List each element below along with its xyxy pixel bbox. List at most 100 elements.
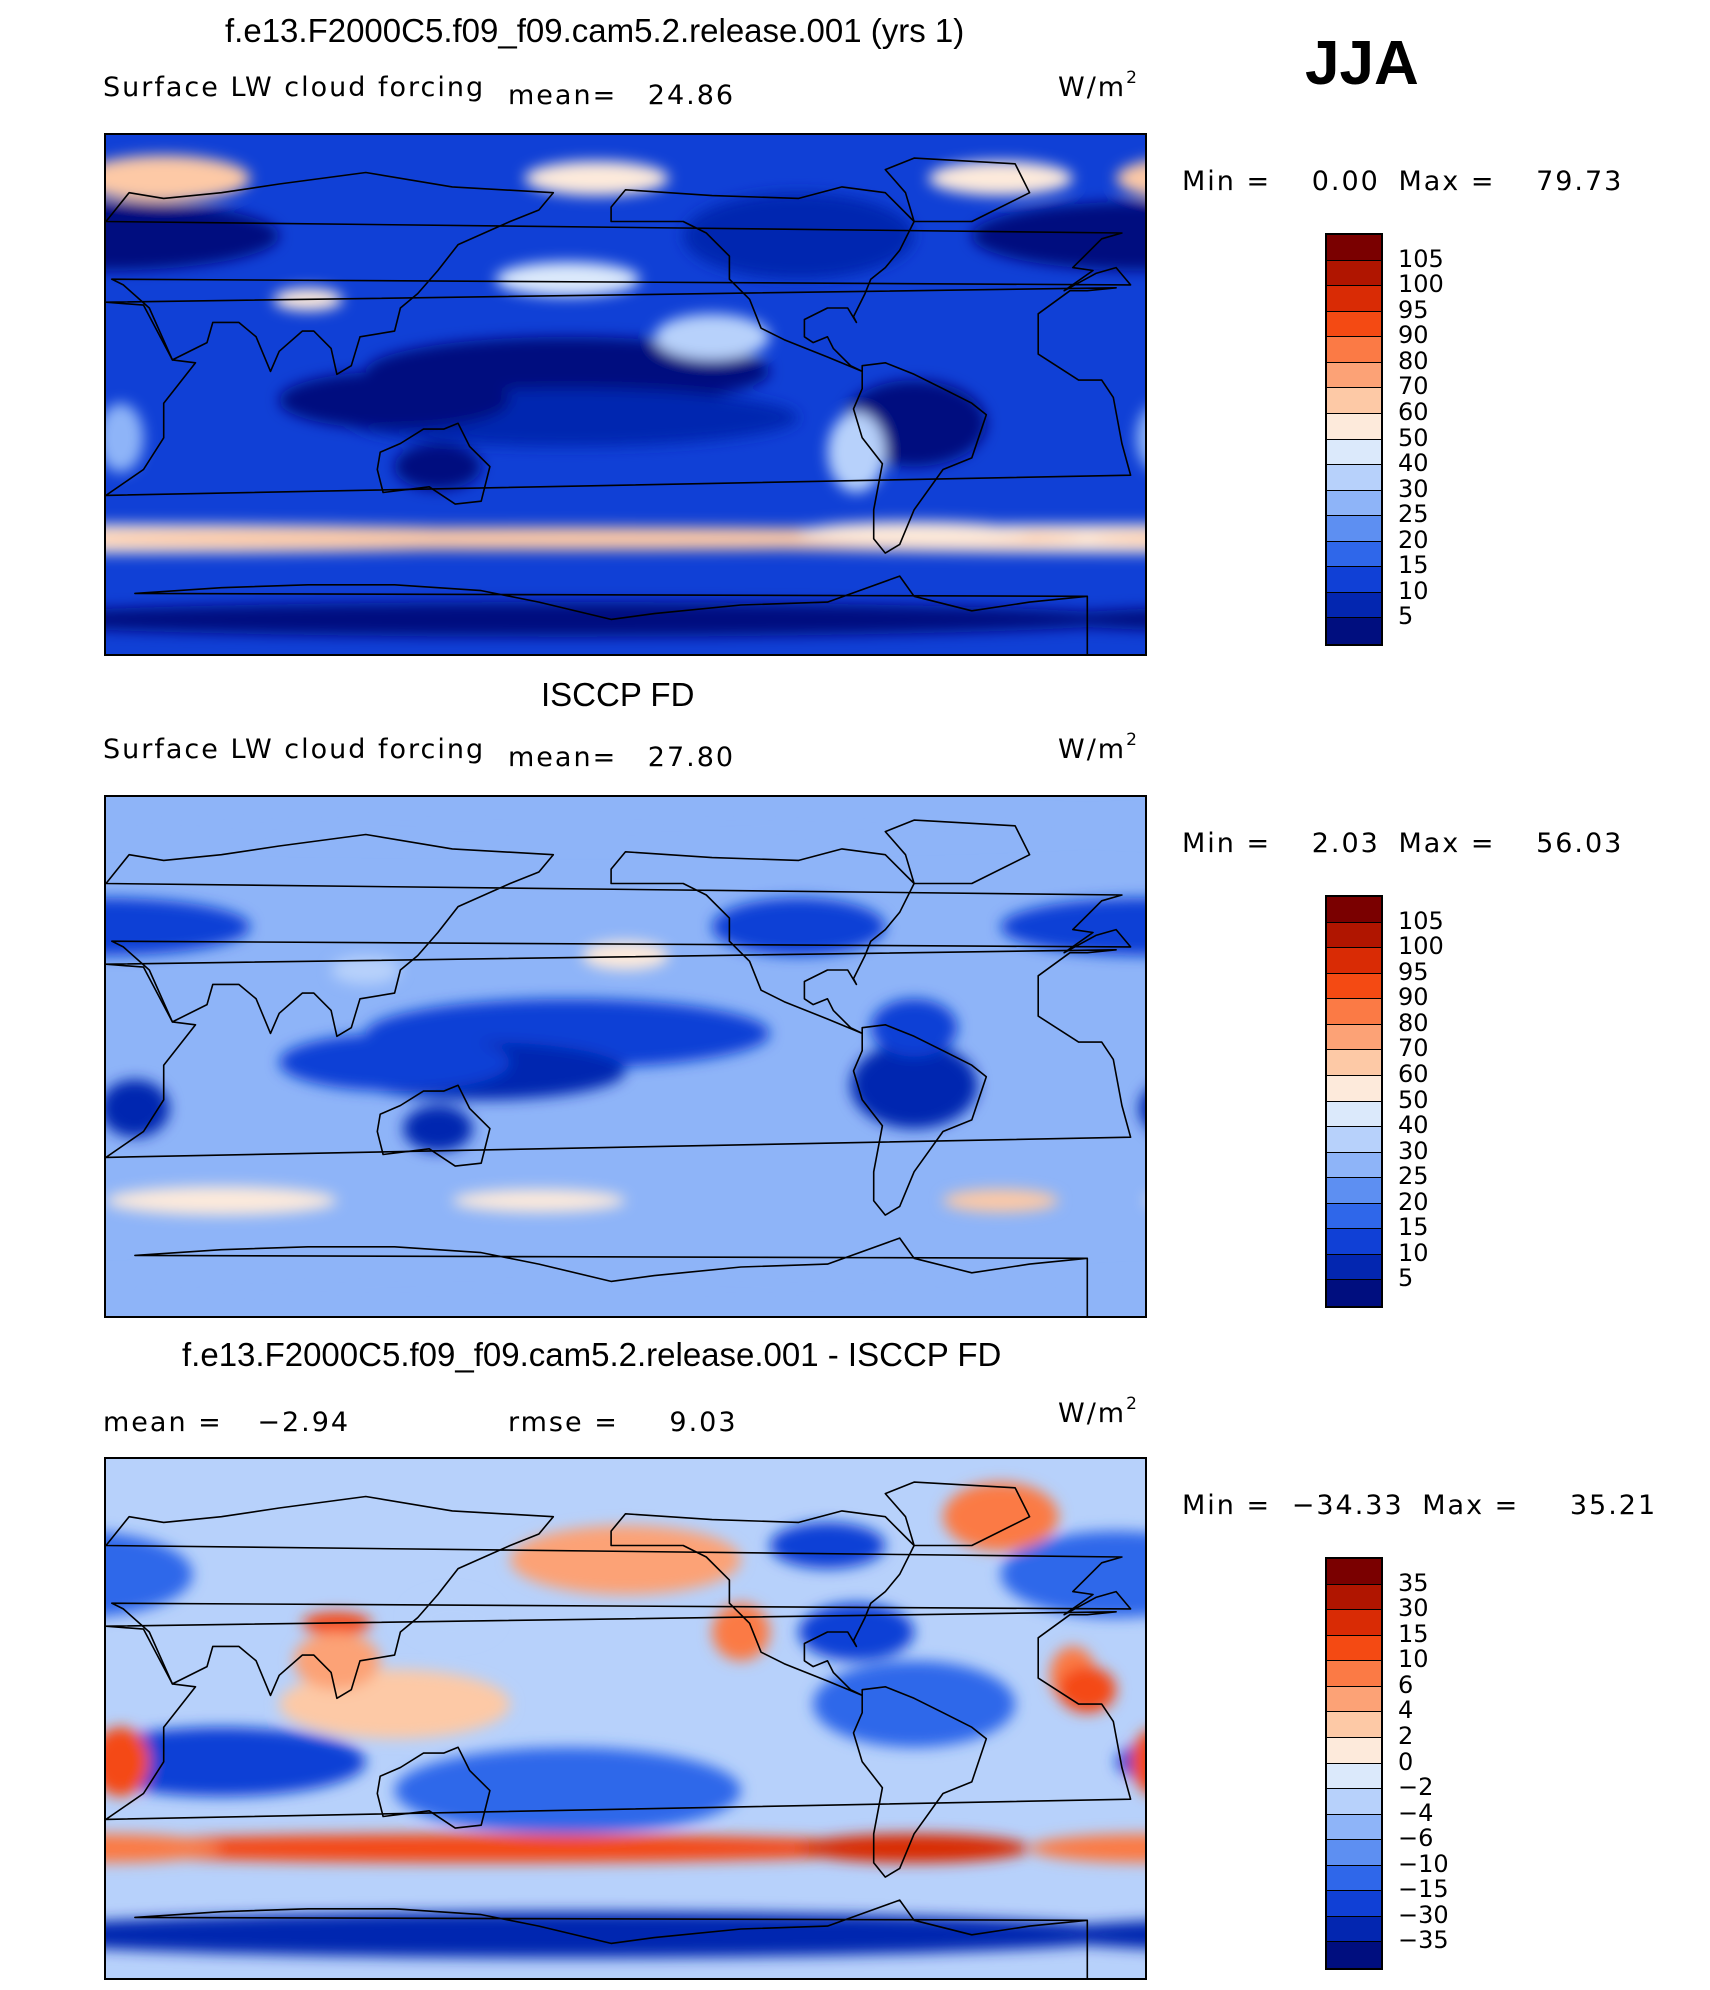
colorbar-swatch — [1327, 1610, 1381, 1636]
colorbar-tick-label: 35 — [1398, 1568, 1429, 1597]
colorbar-swatch — [1327, 1916, 1381, 1943]
field-contours — [106, 155, 1145, 637]
field-region — [769, 1522, 886, 1569]
panel1-variable: Surface LW cloud forcing — [103, 72, 486, 103]
panel3-map — [104, 1457, 1147, 1980]
coastline — [610, 848, 915, 1035]
colorbar-tick-label: 4 — [1398, 1696, 1414, 1725]
field-region — [510, 1525, 741, 1595]
coastline — [376, 1084, 491, 1167]
colorbar-tick-label: 40 — [1398, 449, 1429, 478]
colorbar-swatch — [1327, 1254, 1381, 1281]
field-region — [1139, 1092, 1145, 1125]
panel1-map — [104, 133, 1147, 656]
field-region — [106, 1727, 366, 1797]
colorbar-tick-label: 25 — [1398, 1162, 1429, 1191]
panel1-colorbar — [1325, 233, 1383, 646]
colorbar-swatch — [1327, 235, 1381, 261]
field-region — [452, 1189, 626, 1213]
panel3-colorbar-labels: 35 30 15 10 6 4 2 0 −2 −4 −6 −10 −15 −30 −35 — [1398, 1557, 1478, 1970]
colorbar-tick-label: 100 — [1398, 932, 1444, 961]
field-region — [331, 955, 401, 985]
colorbar-swatch — [1327, 465, 1381, 491]
field-region — [1029, 1833, 1145, 1863]
field-region — [1029, 815, 1145, 837]
colorbar-swatch — [1327, 362, 1381, 389]
colorbar-tick-label: 2 — [1398, 1721, 1414, 1750]
colorbar-tick-label: 105 — [1398, 906, 1444, 935]
panel1-max-value: 79.73 — [1536, 166, 1624, 197]
panel3-units: W/m2 — [1058, 1394, 1137, 1429]
panel2-mean: mean= 27.80 — [508, 742, 735, 773]
colorbar-tick-label: 15 — [1398, 1213, 1429, 1242]
panel2-minmax: Min = 2.03 Max = 56.03 — [1182, 828, 1623, 859]
field-region — [106, 1833, 914, 1863]
colorbar-tick-label: −6 — [1398, 1824, 1434, 1853]
coastline — [106, 1611, 1132, 1821]
field-region — [928, 160, 1073, 196]
colorbar-swatch — [1327, 260, 1381, 287]
panel2-title: ISCCP FD — [541, 676, 695, 713]
colorbar-swatch — [1327, 592, 1381, 619]
coastline — [134, 1899, 1089, 1978]
field-region — [106, 201, 280, 271]
panel1-colorbar-labels: 105 100 95 90 80 70 60 50 40 30 25 20 15 10 5 — [1398, 233, 1478, 646]
field-region — [798, 1833, 1030, 1863]
coastline — [884, 819, 1031, 885]
coastline — [106, 287, 1132, 497]
coastlines — [106, 819, 1132, 1316]
coastline — [376, 1746, 491, 1829]
colorbar-swatch — [1327, 1942, 1381, 1968]
colorbar-swatch — [1327, 516, 1381, 542]
colorbar-swatch — [1327, 1101, 1381, 1128]
panel3-rmse-value: 9.03 — [669, 1407, 738, 1438]
field-region — [813, 1660, 1016, 1748]
panel3-mean-value: −2.94 — [257, 1407, 351, 1438]
colorbar-tick-label: −2 — [1398, 1773, 1434, 1802]
field-region — [1000, 1531, 1145, 1618]
field-region — [106, 1833, 222, 1863]
colorbar-swatch — [1327, 1050, 1381, 1076]
colorbar-swatch — [1327, 1865, 1381, 1892]
colorbar-swatch — [1327, 337, 1381, 363]
colorbar-tick-label: 60 — [1398, 397, 1429, 426]
colorbar-swatch — [1327, 973, 1381, 1000]
colorbar-swatch — [1327, 567, 1381, 593]
field-region — [106, 602, 1145, 637]
colorbar-swatch — [1327, 1559, 1381, 1585]
coastline — [134, 575, 1089, 654]
field-region — [971, 201, 1145, 271]
colorbar-tick-label: −15 — [1398, 1875, 1449, 1904]
panel2-units: W/m2 — [1058, 730, 1137, 765]
panel1-title: f.e13.F2000C5.f09_f09.cam5.2.release.001… — [225, 12, 965, 49]
colorbar-tick-label: 90 — [1398, 983, 1429, 1012]
panel2-min-value: 2.03 — [1311, 828, 1380, 859]
panel1-units-base: W/m — [1058, 72, 1127, 103]
coastline — [376, 422, 491, 505]
field-region — [106, 1727, 150, 1797]
coastline — [106, 171, 1132, 376]
field-region — [1087, 533, 1145, 544]
coastline — [852, 1686, 988, 1878]
field-region — [1000, 897, 1145, 956]
colorbar-swatch — [1327, 1840, 1381, 1866]
panel2-colorbar — [1325, 895, 1383, 1308]
panel2-mean-value: 27.80 — [647, 742, 736, 773]
colorbar-swatch — [1327, 1814, 1381, 1841]
colorbar-swatch — [1327, 1075, 1381, 1102]
colorbar-tick-label: 40 — [1398, 1111, 1429, 1140]
coastline — [106, 1495, 1132, 1700]
map-svg — [106, 135, 1145, 654]
field-region — [827, 411, 886, 493]
colorbar-swatch — [1327, 413, 1381, 440]
panel3-mean-label: mean = — [103, 1407, 223, 1438]
colorbar-tick-label: 10 — [1398, 1238, 1429, 1267]
panel2-max-value: 56.03 — [1536, 828, 1624, 859]
field-region — [870, 998, 958, 1057]
colorbar-tick-label: 95 — [1398, 957, 1429, 986]
colorbar-tick-label: 20 — [1398, 1187, 1429, 1216]
colorbar-tick-label: 70 — [1398, 372, 1429, 401]
colorbar-swatch — [1327, 311, 1381, 338]
field-region — [683, 192, 915, 280]
panel2-units-exp: 2 — [1126, 730, 1137, 750]
